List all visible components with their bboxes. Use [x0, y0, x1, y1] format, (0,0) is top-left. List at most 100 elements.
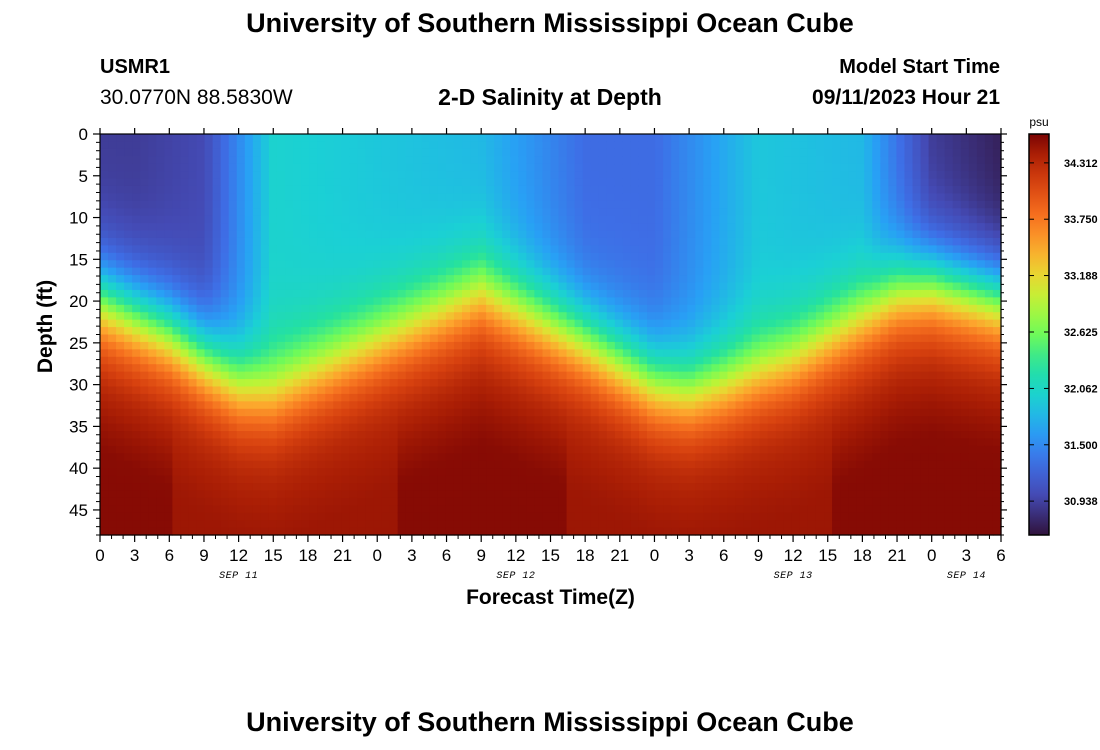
- heatmap-cell: [542, 230, 552, 239]
- heatmap-cell: [124, 327, 133, 336]
- heatmap-cell: [309, 423, 318, 432]
- heatmap-cell: [534, 520, 544, 529]
- heatmap-cell: [614, 408, 624, 417]
- heatmap-cell: [124, 178, 133, 187]
- heatmap-cell: [534, 438, 544, 447]
- heatmap-cell: [687, 386, 696, 395]
- heatmap-cell: [630, 497, 640, 506]
- heatmap-cell: [236, 475, 246, 484]
- heatmap-cell: [510, 200, 519, 209]
- heatmap-cell: [606, 178, 616, 187]
- heatmap-cell: [188, 304, 198, 313]
- heatmap-cell: [695, 341, 704, 350]
- heatmap-cell: [389, 483, 399, 492]
- heatmap-cell: [486, 312, 495, 321]
- heatmap-cell: [124, 141, 133, 150]
- heatmap-cell: [244, 341, 254, 350]
- heatmap-cell: [574, 379, 584, 388]
- heatmap-cell: [108, 386, 117, 395]
- heatmap-cell: [598, 453, 608, 462]
- heatmap-cell: [614, 156, 624, 165]
- heatmap-cell: [711, 185, 721, 195]
- heatmap-cell: [470, 260, 479, 269]
- heatmap-cell: [832, 393, 841, 402]
- heatmap-cell: [381, 460, 391, 469]
- heatmap-cell: [180, 163, 190, 172]
- heatmap-cell: [630, 483, 640, 492]
- heatmap-cell: [220, 475, 230, 484]
- heatmap-cell: [630, 341, 640, 350]
- heatmap-cell: [630, 275, 640, 284]
- heatmap-cell: [252, 223, 262, 232]
- heatmap-cell: [526, 297, 536, 306]
- heatmap-cell: [317, 193, 326, 202]
- heatmap-cell: [204, 312, 214, 321]
- heatmap-cell: [630, 289, 640, 298]
- heatmap-cell: [574, 297, 584, 306]
- heatmap-cell: [614, 364, 624, 373]
- heatmap-cell: [100, 282, 109, 291]
- heatmap-cell: [188, 445, 198, 454]
- heatmap-cell: [679, 408, 688, 417]
- heatmap-cell: [791, 475, 801, 484]
- heatmap-cell: [679, 475, 688, 484]
- heatmap-cell: [301, 230, 310, 239]
- heatmap-cell: [260, 327, 270, 336]
- heatmap-cell: [550, 505, 560, 514]
- heatmap-cell: [663, 208, 672, 217]
- heatmap-cell: [590, 364, 600, 373]
- heatmap-cell: [381, 445, 391, 454]
- heatmap-cell: [743, 520, 753, 529]
- heatmap-cell: [437, 245, 447, 254]
- heatmap-cell: [365, 349, 375, 358]
- heatmap-cell: [196, 460, 206, 469]
- heatmap-cell: [381, 267, 391, 276]
- heatmap-cell: [453, 497, 463, 506]
- heatmap-cell: [341, 468, 350, 477]
- heatmap-cell: [341, 379, 350, 388]
- heatmap-cell: [735, 178, 745, 187]
- heatmap-cell: [751, 260, 761, 269]
- heatmap-cell: [252, 260, 262, 269]
- heatmap-cell: [550, 438, 560, 447]
- heatmap-cell: [389, 505, 399, 514]
- heatmap-cell: [791, 512, 801, 521]
- heatmap-cell: [445, 505, 455, 514]
- heatmap-cell: [301, 200, 310, 209]
- heatmap-cell: [252, 163, 262, 172]
- heatmap-cell: [204, 319, 214, 328]
- heatmap-cell: [783, 356, 793, 365]
- heatmap-cell: [357, 289, 367, 298]
- heatmap-cell: [494, 275, 503, 284]
- heatmap-cell: [743, 475, 753, 484]
- heatmap-cell: [341, 327, 350, 336]
- heatmap-cell: [268, 460, 278, 469]
- heatmap-cell: [228, 453, 238, 462]
- heatmap-cell: [470, 364, 479, 373]
- heatmap-cell: [759, 178, 769, 187]
- heatmap-cell: [445, 401, 455, 410]
- heatmap-cell: [220, 349, 230, 358]
- heatmap-cell: [365, 379, 375, 388]
- heatmap-cell: [743, 483, 753, 492]
- heatmap-cell: [413, 505, 423, 514]
- heatmap-cell: [518, 223, 527, 232]
- heatmap-cell: [317, 334, 326, 343]
- heatmap-cell: [815, 178, 825, 187]
- heatmap-cell: [260, 483, 270, 492]
- heatmap-cell: [462, 245, 471, 254]
- heatmap-cell: [196, 134, 206, 143]
- heatmap-cell: [325, 371, 334, 380]
- heatmap-cell: [108, 475, 117, 484]
- heatmap-cell: [582, 423, 592, 432]
- heatmap-cell: [598, 408, 608, 417]
- heatmap-cell: [244, 416, 254, 425]
- heatmap-cell: [663, 223, 672, 232]
- heatmap-cell: [542, 505, 552, 514]
- heatmap-cell: [405, 416, 415, 425]
- heatmap-cell: [421, 371, 431, 380]
- heatmap-cell: [534, 312, 544, 321]
- heatmap-cell: [606, 364, 616, 373]
- heatmap-cell: [470, 178, 479, 187]
- heatmap-cell: [566, 275, 576, 284]
